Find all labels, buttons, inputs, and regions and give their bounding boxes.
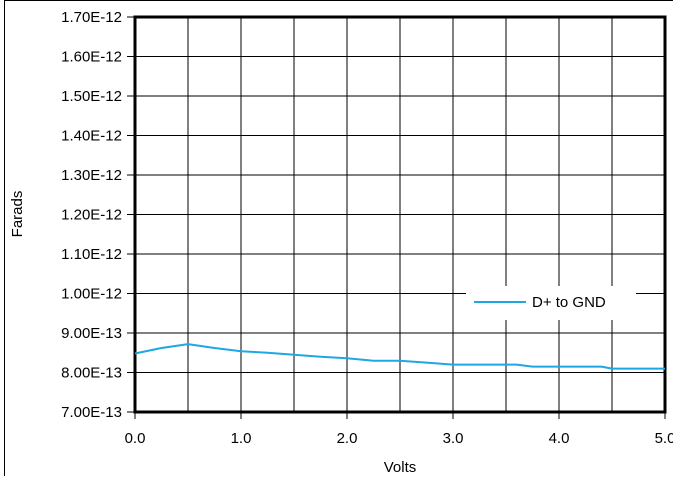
x-axis-title: Volts [384, 459, 417, 476]
left-frame-border [4, 0, 5, 476]
y-tick-label: 1.40E-12 [61, 128, 122, 145]
top-frame-border [4, 0, 673, 1]
x-tick-label: 3.0 [443, 430, 464, 447]
grid-lines [135, 17, 665, 412]
x-tick-label: 2.0 [337, 430, 358, 447]
y-tick-label: 1.50E-12 [61, 88, 122, 105]
y-tick-label: 1.30E-12 [61, 167, 122, 184]
x-tick-label: 1.0 [231, 430, 252, 447]
legend: D+ to GND [466, 286, 636, 320]
y-tick-label: 7.00E-13 [61, 404, 122, 421]
x-tick-labels: 0.0 1.0 2.0 3.0 4.0 5.0 [125, 412, 673, 447]
y-tick-label: 8.00E-13 [61, 365, 122, 382]
y-tick-label: 9.00E-13 [61, 325, 122, 342]
legend-label: D+ to GND [532, 294, 606, 311]
series-group [134, 343, 665, 370]
y-tick-labels: 7.00E-13 8.00E-13 9.00E-13 1.00E-12 1.10E-12… [61, 9, 135, 421]
x-tick-label: 5.0 [655, 430, 673, 447]
x-tick-label: 4.0 [549, 430, 570, 447]
series-line-d-plus-to-gnd [134, 343, 665, 370]
y-tick-label: 1.00E-12 [61, 286, 122, 303]
y-tick-label: 1.70E-12 [61, 9, 122, 26]
y-tick-label: 1.10E-12 [61, 246, 122, 263]
x-tick-label: 0.0 [125, 430, 146, 447]
y-tick-label: 1.60E-12 [61, 49, 122, 66]
y-axis-title: Farads [9, 191, 26, 238]
y-tick-label: 1.20E-12 [61, 207, 122, 224]
